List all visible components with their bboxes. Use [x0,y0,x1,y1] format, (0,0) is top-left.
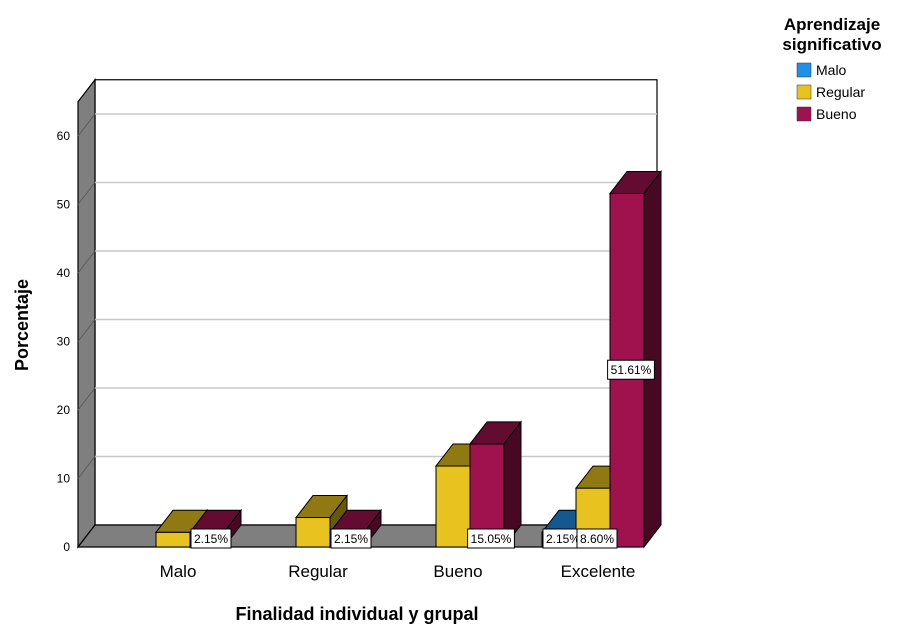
legend-label: Bueno [816,106,857,122]
legend-swatch [796,62,812,78]
y-tick-label: 20 [57,403,71,417]
data-label: 8.60% [576,528,618,549]
bar-bueno-bueno [468,420,523,549]
x-category-label: Bueno [433,562,482,581]
data-label-text: 2.15% [194,532,228,546]
chart-walls [76,77,659,549]
bar-bueno-excelente [608,170,663,549]
data-label: 51.61% [607,359,655,380]
gridline-side [77,456,96,479]
x-axis-title: Finalidad individual y grupal [235,604,478,624]
x-category-label: Regular [288,562,348,581]
legend: Aprendizaje significativo Malo Regular Bue… [782,15,881,122]
legend-item-malo: Malo [796,62,847,78]
y-tick-label: 0 [63,540,70,554]
x-category-label: Excelente [561,562,636,581]
data-label-text: 2.15% [546,532,580,546]
data-label-text: 2.15% [334,532,368,546]
data-label-text: 51.61% [611,363,652,377]
gridline-side [77,250,96,274]
data-label: 2.15% [330,528,372,549]
y-tick-label: 30 [57,335,71,349]
bar-front [435,465,471,548]
y-tick-label: 10 [57,472,71,486]
bar-side [503,420,522,549]
left-wall [77,77,96,549]
legend-swatch [796,84,812,100]
y-tick-label: 50 [57,198,71,212]
gridlines [77,113,657,479]
bar-front [295,517,331,548]
data-label-text: 15.05% [471,532,512,546]
y-axis-ticks: 0 10 20 30 40 50 60 [57,129,71,554]
data-label-box [467,528,515,549]
legend-label: Regular [816,84,865,100]
legend-item-regular: Regular [796,84,865,100]
x-category-label: Malo [160,562,197,581]
gridline-side [77,182,96,205]
bar-side [643,170,662,549]
data-label-box [607,359,655,380]
gridline-side [77,319,96,342]
bar-front [155,531,191,548]
x-axis-categories: Malo Regular Bueno Excelente [160,562,636,581]
data-label: 15.05% [467,528,515,549]
y-axis-title: Porcentaje [12,279,32,371]
data-label: 2.15% [190,528,232,549]
legend-item-bueno: Bueno [796,106,857,122]
data-label-text: 8.60% [580,532,614,546]
data-label-box [576,528,618,549]
data-label-box [330,528,372,549]
legend-items: Malo Regular Bueno [796,62,865,122]
legend-label: Malo [816,62,847,78]
legend-title-line-2: significativo [782,35,881,54]
data-labels: 2.15% 2.15% 15.05% 2.15% 8.60%51.61% [190,359,655,549]
data-label-box [190,528,232,549]
y-tick-label: 60 [57,129,71,143]
data-label: 2.15% [542,528,584,549]
y-tick-label: 40 [57,266,71,280]
gridline-side [77,113,96,137]
gridline-side [77,387,96,411]
legend-title-line-1: Aprendizaje [784,15,880,34]
legend-swatch [796,106,812,122]
back-wall [94,79,658,526]
